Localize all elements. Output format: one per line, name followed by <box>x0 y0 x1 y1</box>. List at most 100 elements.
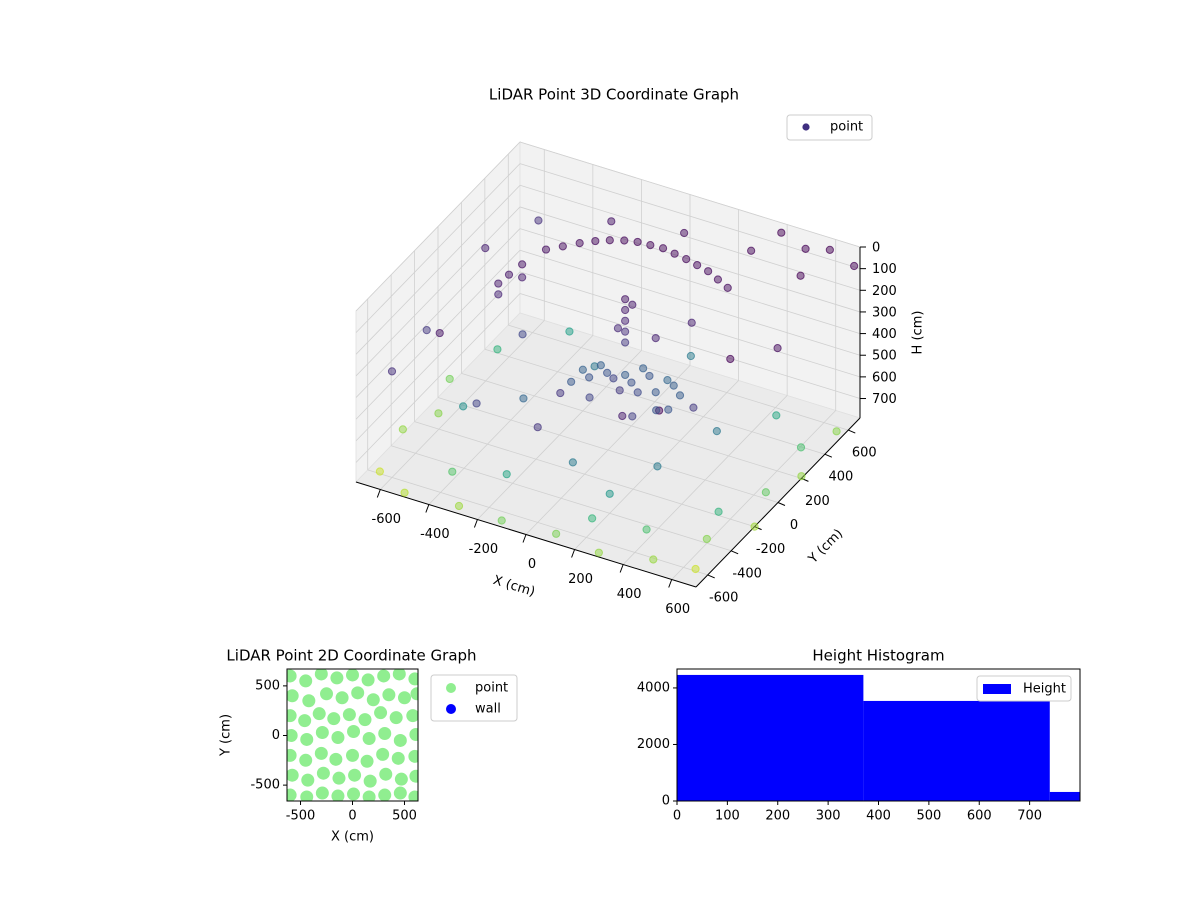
points <box>375 216 859 574</box>
z-axis-label: H (cm) <box>911 311 926 355</box>
bar <box>863 700 1050 801</box>
tick-mark <box>522 534 527 543</box>
point <box>621 338 630 347</box>
point <box>585 393 594 402</box>
point <box>287 748 297 762</box>
point <box>518 260 527 269</box>
legend-marker <box>446 704 456 714</box>
point <box>312 707 326 721</box>
legend-label: Height <box>1023 682 1066 697</box>
point <box>394 772 408 786</box>
legend-box <box>430 674 518 722</box>
x-tick-label: 500 <box>392 809 417 824</box>
point <box>639 364 648 373</box>
point <box>302 694 316 708</box>
point <box>645 371 654 381</box>
grid-line <box>414 421 755 528</box>
point <box>832 427 841 436</box>
grid-line <box>519 228 861 334</box>
point <box>627 378 636 387</box>
x-tick-label: 400 <box>617 587 642 602</box>
chart-title: LiDAR Point 3D Coordinate Graph <box>489 86 739 104</box>
point <box>651 334 660 343</box>
point <box>519 394 528 403</box>
point <box>493 345 502 354</box>
point <box>620 236 629 245</box>
x-tick-label: 0 <box>528 557 536 572</box>
z-tick-label: 0 <box>872 241 880 256</box>
point <box>541 245 551 254</box>
x-tick-label: 700 <box>1017 809 1042 824</box>
point <box>726 354 735 364</box>
point <box>686 351 695 361</box>
point <box>664 405 673 414</box>
legend: point <box>786 114 873 141</box>
point <box>552 529 561 538</box>
point <box>642 525 651 534</box>
point <box>658 244 668 253</box>
point <box>422 326 431 335</box>
point <box>797 472 806 481</box>
point <box>397 691 411 705</box>
point <box>287 768 299 782</box>
point <box>331 789 345 801</box>
x-tick-label: 200 <box>568 572 593 587</box>
point <box>362 790 376 801</box>
point <box>387 367 397 376</box>
grid-line <box>519 141 861 248</box>
point <box>649 555 658 564</box>
point <box>801 244 810 253</box>
point <box>287 728 298 742</box>
grid-line <box>484 348 825 455</box>
legend-marker <box>446 683 456 693</box>
point <box>796 271 805 280</box>
point <box>377 669 391 683</box>
point <box>316 766 330 780</box>
tick-mark <box>848 429 856 434</box>
point <box>362 731 376 745</box>
point <box>434 409 443 418</box>
bar <box>1049 791 1080 801</box>
point <box>346 669 359 682</box>
grid-line <box>355 293 521 463</box>
point <box>494 290 503 299</box>
point <box>533 423 542 432</box>
point <box>329 752 343 766</box>
point <box>628 300 637 309</box>
tick-mark <box>730 550 739 555</box>
point <box>615 386 624 395</box>
point <box>287 709 297 723</box>
legend-box <box>786 114 873 141</box>
point <box>315 786 329 800</box>
point <box>400 488 409 497</box>
point <box>379 767 393 781</box>
point <box>360 754 374 768</box>
z-tick-label: 300 <box>872 305 897 320</box>
chart-histogram: 0 100 200 300 400 500 600 700 0 2000 4000 Height Hei… <box>637 647 1081 824</box>
point <box>646 240 655 250</box>
point <box>298 714 312 728</box>
point <box>518 330 527 339</box>
tick-mark <box>571 549 576 558</box>
point <box>315 726 329 740</box>
points <box>287 669 418 801</box>
point <box>747 246 756 255</box>
x-tick-label: 600 <box>665 602 690 617</box>
grid-line <box>508 324 849 431</box>
grid-line <box>461 372 802 479</box>
point <box>713 275 723 284</box>
point <box>378 788 392 801</box>
point <box>445 374 454 384</box>
y-tick-label: 600 <box>852 446 877 461</box>
x-axis-label: X (cm) <box>491 573 537 600</box>
tick-mark <box>824 453 833 458</box>
point <box>596 361 605 370</box>
point <box>534 216 543 225</box>
point <box>558 242 567 251</box>
point <box>389 711 403 725</box>
point <box>448 467 457 476</box>
y-tick-label: -200 <box>756 542 786 557</box>
x-tick-label: -500 <box>286 809 316 824</box>
point <box>300 732 314 746</box>
z-tick-label: 400 <box>872 327 897 342</box>
